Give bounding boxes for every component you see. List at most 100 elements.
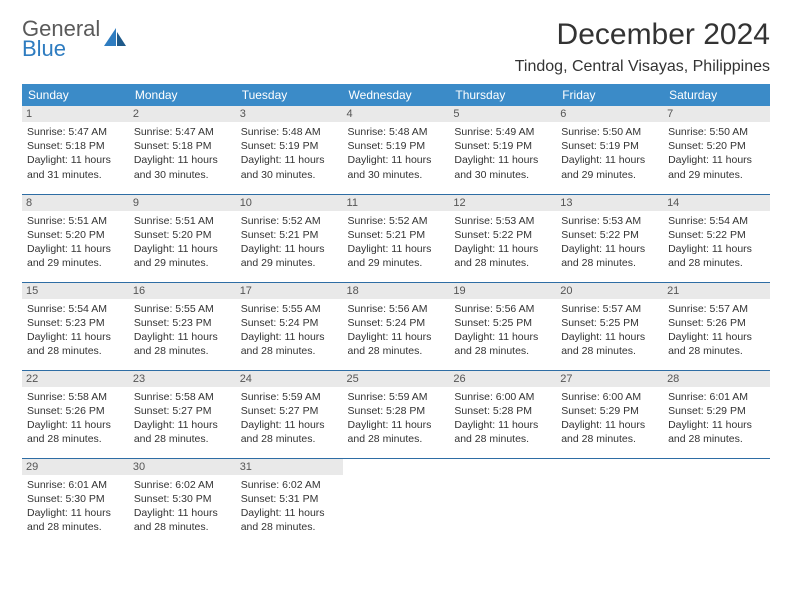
day-number: 12 xyxy=(449,195,556,211)
calendar-cell: 7Sunrise: 5:50 AMSunset: 5:20 PMDaylight… xyxy=(663,106,770,194)
daylight-text: Daylight: 11 hours and 30 minutes. xyxy=(454,153,551,181)
day-number: 8 xyxy=(22,195,129,211)
daylight-text: Daylight: 11 hours and 28 minutes. xyxy=(27,418,124,446)
day-number: 29 xyxy=(22,459,129,475)
sunrise-text: Sunrise: 5:58 AM xyxy=(27,390,124,404)
sunrise-text: Sunrise: 6:02 AM xyxy=(241,478,338,492)
day-number: 22 xyxy=(22,371,129,387)
sunset-text: Sunset: 5:25 PM xyxy=(561,316,658,330)
calendar-cell xyxy=(663,458,770,546)
sunrise-text: Sunrise: 6:00 AM xyxy=(561,390,658,404)
day-number: 23 xyxy=(129,371,236,387)
calendar-cell: 10Sunrise: 5:52 AMSunset: 5:21 PMDayligh… xyxy=(236,194,343,282)
day-number: 30 xyxy=(129,459,236,475)
month-title: December 2024 xyxy=(515,18,770,52)
sunset-text: Sunset: 5:26 PM xyxy=(27,404,124,418)
day-number: 18 xyxy=(343,283,450,299)
day-number: 24 xyxy=(236,371,343,387)
sunset-text: Sunset: 5:24 PM xyxy=(348,316,445,330)
day-number: 20 xyxy=(556,283,663,299)
sunrise-text: Sunrise: 5:51 AM xyxy=(27,214,124,228)
day-number: 2 xyxy=(129,106,236,122)
calendar-cell: 14Sunrise: 5:54 AMSunset: 5:22 PMDayligh… xyxy=(663,194,770,282)
sunset-text: Sunset: 5:20 PM xyxy=(134,228,231,242)
calendar-cell: 30Sunrise: 6:02 AMSunset: 5:30 PMDayligh… xyxy=(129,458,236,546)
calendar-cell: 24Sunrise: 5:59 AMSunset: 5:27 PMDayligh… xyxy=(236,370,343,458)
calendar-cell: 17Sunrise: 5:55 AMSunset: 5:24 PMDayligh… xyxy=(236,282,343,370)
daylight-text: Daylight: 11 hours and 30 minutes. xyxy=(348,153,445,181)
day-number: 15 xyxy=(22,283,129,299)
sunset-text: Sunset: 5:21 PM xyxy=(241,228,338,242)
sail-icon xyxy=(102,26,128,54)
location-subtitle: Tindog, Central Visayas, Philippines xyxy=(515,58,770,76)
weekday-header-row: Sunday Monday Tuesday Wednesday Thursday… xyxy=(22,84,770,106)
daylight-text: Daylight: 11 hours and 28 minutes. xyxy=(348,330,445,358)
day-number: 16 xyxy=(129,283,236,299)
calendar-cell: 25Sunrise: 5:59 AMSunset: 5:28 PMDayligh… xyxy=(343,370,450,458)
sunrise-text: Sunrise: 5:55 AM xyxy=(241,302,338,316)
sunrise-text: Sunrise: 5:47 AM xyxy=(134,125,231,139)
weekday-header: Thursday xyxy=(449,84,556,106)
sunrise-text: Sunrise: 5:56 AM xyxy=(348,302,445,316)
day-number: 4 xyxy=(343,106,450,122)
day-number: 25 xyxy=(343,371,450,387)
calendar-row: 22Sunrise: 5:58 AMSunset: 5:26 PMDayligh… xyxy=(22,370,770,458)
calendar-cell: 22 Sunrise: 5:58 AMSunset: 5:26 PMDayligh… xyxy=(22,370,129,458)
brand-line2: Blue xyxy=(22,38,100,60)
sunrise-text: Sunrise: 6:01 AM xyxy=(668,390,765,404)
sunset-text: Sunset: 5:18 PM xyxy=(134,139,231,153)
day-number: 11 xyxy=(343,195,450,211)
daylight-text: Daylight: 11 hours and 29 minutes. xyxy=(561,153,658,181)
day-number: 6 xyxy=(556,106,663,122)
sunset-text: Sunset: 5:20 PM xyxy=(668,139,765,153)
daylight-text: Daylight: 11 hours and 29 minutes. xyxy=(27,242,124,270)
sunset-text: Sunset: 5:28 PM xyxy=(348,404,445,418)
sunset-text: Sunset: 5:30 PM xyxy=(27,492,124,506)
calendar-row: 29Sunrise: 6:01 AMSunset: 5:30 PMDayligh… xyxy=(22,458,770,546)
weekday-header: Friday xyxy=(556,84,663,106)
daylight-text: Daylight: 11 hours and 28 minutes. xyxy=(27,330,124,358)
weekday-header: Sunday xyxy=(22,84,129,106)
calendar-table: Sunday Monday Tuesday Wednesday Thursday… xyxy=(22,84,770,546)
sunrise-text: Sunrise: 5:49 AM xyxy=(454,125,551,139)
calendar-cell: 23Sunrise: 5:58 AMSunset: 5:27 PMDayligh… xyxy=(129,370,236,458)
daylight-text: Daylight: 11 hours and 28 minutes. xyxy=(241,330,338,358)
calendar-cell: 1Sunrise: 5:47 AMSunset: 5:18 PMDaylight… xyxy=(22,106,129,194)
sunrise-text: Sunrise: 5:53 AM xyxy=(454,214,551,228)
sunset-text: Sunset: 5:27 PM xyxy=(241,404,338,418)
daylight-text: Daylight: 11 hours and 28 minutes. xyxy=(561,242,658,270)
daylight-text: Daylight: 11 hours and 28 minutes. xyxy=(668,418,765,446)
day-number: 14 xyxy=(663,195,770,211)
daylight-text: Daylight: 11 hours and 28 minutes. xyxy=(561,418,658,446)
daylight-text: Daylight: 11 hours and 28 minutes. xyxy=(668,242,765,270)
sunset-text: Sunset: 5:19 PM xyxy=(348,139,445,153)
daylight-text: Daylight: 11 hours and 28 minutes. xyxy=(241,506,338,534)
sunrise-text: Sunrise: 5:54 AM xyxy=(27,302,124,316)
calendar-cell: 9 Sunrise: 5:51 AMSunset: 5:20 PMDaylight… xyxy=(129,194,236,282)
sunrise-text: Sunrise: 5:59 AM xyxy=(348,390,445,404)
calendar-cell: 18 Sunrise: 5:56 AMSunset: 5:24 PMDayligh… xyxy=(343,282,450,370)
day-number: 7 xyxy=(663,106,770,122)
sunrise-text: Sunrise: 5:48 AM xyxy=(348,125,445,139)
sunset-text: Sunset: 5:29 PM xyxy=(561,404,658,418)
daylight-text: Daylight: 11 hours and 29 minutes. xyxy=(134,242,231,270)
day-number: 10 xyxy=(236,195,343,211)
calendar-row: 15Sunrise: 5:54 AMSunset: 5:23 PMDayligh… xyxy=(22,282,770,370)
daylight-text: Daylight: 11 hours and 29 minutes. xyxy=(241,242,338,270)
sunset-text: Sunset: 5:23 PM xyxy=(27,316,124,330)
day-number: 13 xyxy=(556,195,663,211)
sunrise-text: Sunrise: 5:51 AM xyxy=(134,214,231,228)
sunrise-text: Sunrise: 5:55 AM xyxy=(134,302,231,316)
sunrise-text: Sunrise: 5:59 AM xyxy=(241,390,338,404)
sunset-text: Sunset: 5:22 PM xyxy=(561,228,658,242)
day-number: 27 xyxy=(556,371,663,387)
daylight-text: Daylight: 11 hours and 28 minutes. xyxy=(134,418,231,446)
daylight-text: Daylight: 11 hours and 28 minutes. xyxy=(561,330,658,358)
day-number: 9 xyxy=(129,195,236,211)
calendar-cell: 13Sunrise: 5:53 AMSunset: 5:22 PMDayligh… xyxy=(556,194,663,282)
weekday-header: Wednesday xyxy=(343,84,450,106)
calendar-cell: 8Sunrise: 5:51 AMSunset: 5:20 PMDaylight… xyxy=(22,194,129,282)
calendar-cell: 6Sunrise: 5:50 AMSunset: 5:19 PMDaylight… xyxy=(556,106,663,194)
sunset-text: Sunset: 5:30 PM xyxy=(134,492,231,506)
calendar-cell: 4 Sunrise: 5:48 AMSunset: 5:19 PMDaylight… xyxy=(343,106,450,194)
